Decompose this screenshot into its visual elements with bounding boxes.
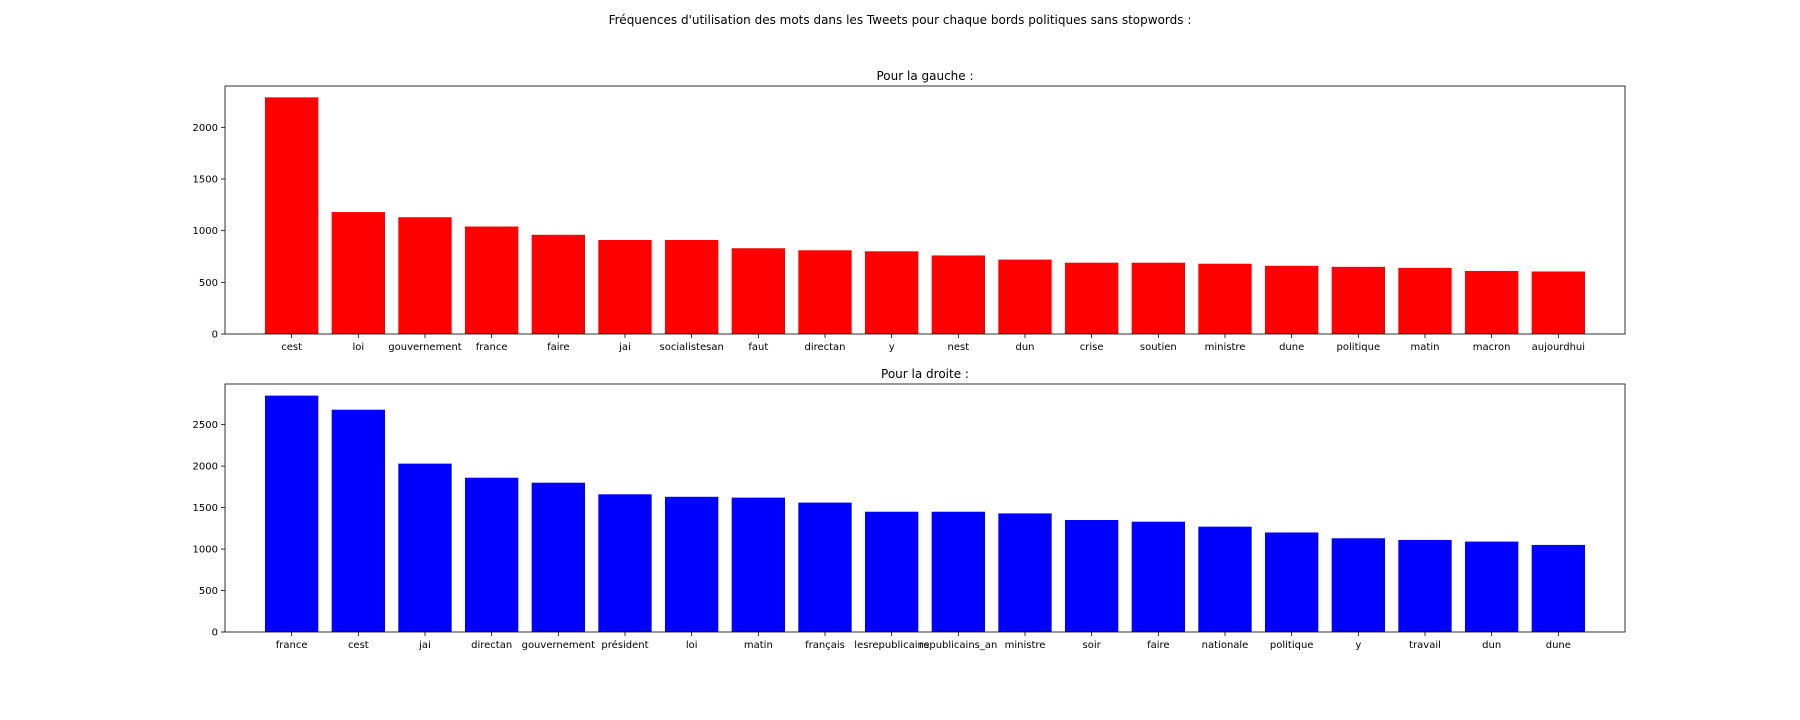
chart-1-xtick-label-18: dun [1482,640,1501,651]
chart-1-ytick-label-2: 1000 [193,545,218,556]
chart-0-bar-19 [1531,271,1585,334]
chart-0-bar-16 [1331,266,1385,334]
chart-0-bar-3 [465,226,519,334]
chart-1-bar-16 [1331,538,1385,632]
chart-0-xtick-label-7: faut [748,342,768,353]
chart-left: Pour la gauche : cest loi gouvernement franc… [193,69,1626,353]
chart-0-xtick-label-10: nest [948,342,970,353]
chart-0-xtick-label-11: dun [1015,342,1034,353]
chart-1-xtick-label-0: france [276,640,308,651]
chart-0-bar-4 [531,234,585,334]
figure-title: Fréquences d'utilisation des mots dans l… [609,13,1192,27]
chart-1-bar-15 [1265,532,1319,632]
chart-1-xtick-label-4: gouvernement [522,640,596,651]
chart-0-xtick-label-9: y [889,342,895,353]
chart-0-xtick-label-2: gouvernement [388,342,462,353]
chart-0-bar-10 [931,255,985,334]
chart-0-bar-9 [865,251,919,334]
chart-1-xtick-label-5: président [601,639,648,651]
chart-0-ytick-label-4: 2000 [193,123,218,134]
chart-0-xtick-label-13: soutien [1140,342,1177,353]
chart-1-ytick-label-4: 2000 [193,462,218,473]
chart-0-xtick-label-4: faire [547,342,569,353]
chart-1-bar-0 [265,395,319,632]
chart-1-bar-10 [931,511,985,632]
chart-0-xtick-label-18: macron [1473,342,1511,353]
chart-0-bar-8 [798,250,852,334]
chart-1-title: Pour la droite : [881,367,969,381]
chart-1-xtick-label-7: matin [744,640,773,651]
chart-1-xtick-label-16: y [1355,640,1361,651]
chart-0-bar-5 [598,239,652,334]
chart-1-ytick-label-5: 2500 [193,420,218,431]
chart-1-bar-9 [865,511,919,632]
chart-1-xtick-label-12: soir [1083,640,1102,651]
chart-1-xtick-label-6: loi [686,640,698,651]
chart-1-xtick-label-11: ministre [1005,640,1046,651]
chart-1-xtick-label-9: lesrepublicains [854,640,929,651]
chart-0-bar-7 [731,248,785,334]
chart-0-xtick-label-8: directan [804,342,845,353]
chart-0-ytick-label-1: 500 [199,278,218,289]
chart-1-xtick-label-10: republicains_an [919,640,997,651]
chart-0-xtick-label-6: socialistesan [660,342,724,353]
chart-0-frame [224,85,1626,335]
chart-0-bar-2 [398,217,452,334]
chart-0-ytick-label-3: 1500 [193,175,218,186]
chart-1-frame [224,383,1626,633]
chart-0-xtick-label-12: crise [1080,342,1104,353]
chart-0-bar-0 [265,97,319,334]
chart-0-bar-1 [331,212,385,334]
chart-1-bar-4 [531,482,585,632]
chart-0-bar-14 [1198,263,1252,334]
chart-1-bar-7 [731,497,785,632]
chart-1-xtick-label-3: directan [471,640,512,651]
chart-0-xtick-label-5: jai [618,342,631,353]
chart-1-ytick-label-0: 0 [212,628,218,639]
chart-1-bar-1 [331,409,385,632]
chart-1-xtick-label-19: dune [1546,640,1571,651]
chart-0-xtick-label-19: aujourdhui [1532,342,1585,353]
chart-1-bar-12 [1065,520,1119,632]
chart-right: Pour la droite : france cest jai directan gou… [193,367,1626,651]
chart-1-bar-5 [598,494,652,632]
chart-1-bar-8 [798,502,852,632]
chart-1-xtick-label-2: jai [418,640,431,651]
chart-1-xtick-label-8: français [805,640,845,651]
chart-0-bar-6 [665,239,719,334]
chart-0-bar-15 [1265,265,1319,334]
chart-0-bar-11 [998,259,1052,334]
chart-1-bar-18 [1465,541,1519,632]
chart-0-bar-13 [1131,262,1185,334]
chart-1-xtick-label-15: politique [1270,640,1314,651]
chart-0-xtick-label-15: dune [1279,342,1304,353]
chart-0-xtick-label-14: ministre [1205,342,1246,353]
chart-1-xtick-label-14: nationale [1202,640,1249,651]
chart-1-ytick-label-1: 500 [199,586,218,597]
chart-0-bar-18 [1465,270,1519,334]
chart-1-bar-6 [665,496,719,632]
chart-1-bar-11 [998,513,1052,632]
chart-0-xtick-label-3: france [476,342,508,353]
chart-1-bar-2 [398,463,452,632]
chart-0-xtick-label-16: politique [1337,342,1381,353]
chart-1-xtick-label-13: faire [1147,640,1169,651]
chart-0-bar-12 [1065,262,1119,334]
chart-0-xtick-label-17: matin [1411,342,1440,353]
chart-1-bar-17 [1398,539,1452,632]
chart-0-title: Pour la gauche : [876,69,973,83]
chart-1-ytick-label-3: 1500 [193,503,218,514]
chart-0-xtick-label-0: cest [281,342,302,353]
chart-1-xtick-label-1: cest [348,640,369,651]
chart-1-bar-3 [465,477,519,632]
chart-0-ytick-label-2: 1000 [193,226,218,237]
chart-0-bar-17 [1398,267,1452,334]
chart-0-ytick-label-0: 0 [212,330,218,341]
chart-1-xtick-label-17: travail [1409,640,1441,651]
chart-0-xtick-label-1: loi [352,342,364,353]
chart-1-bar-19 [1531,544,1585,632]
chart-1-bar-13 [1131,521,1185,632]
chart-1-bar-14 [1198,526,1252,632]
